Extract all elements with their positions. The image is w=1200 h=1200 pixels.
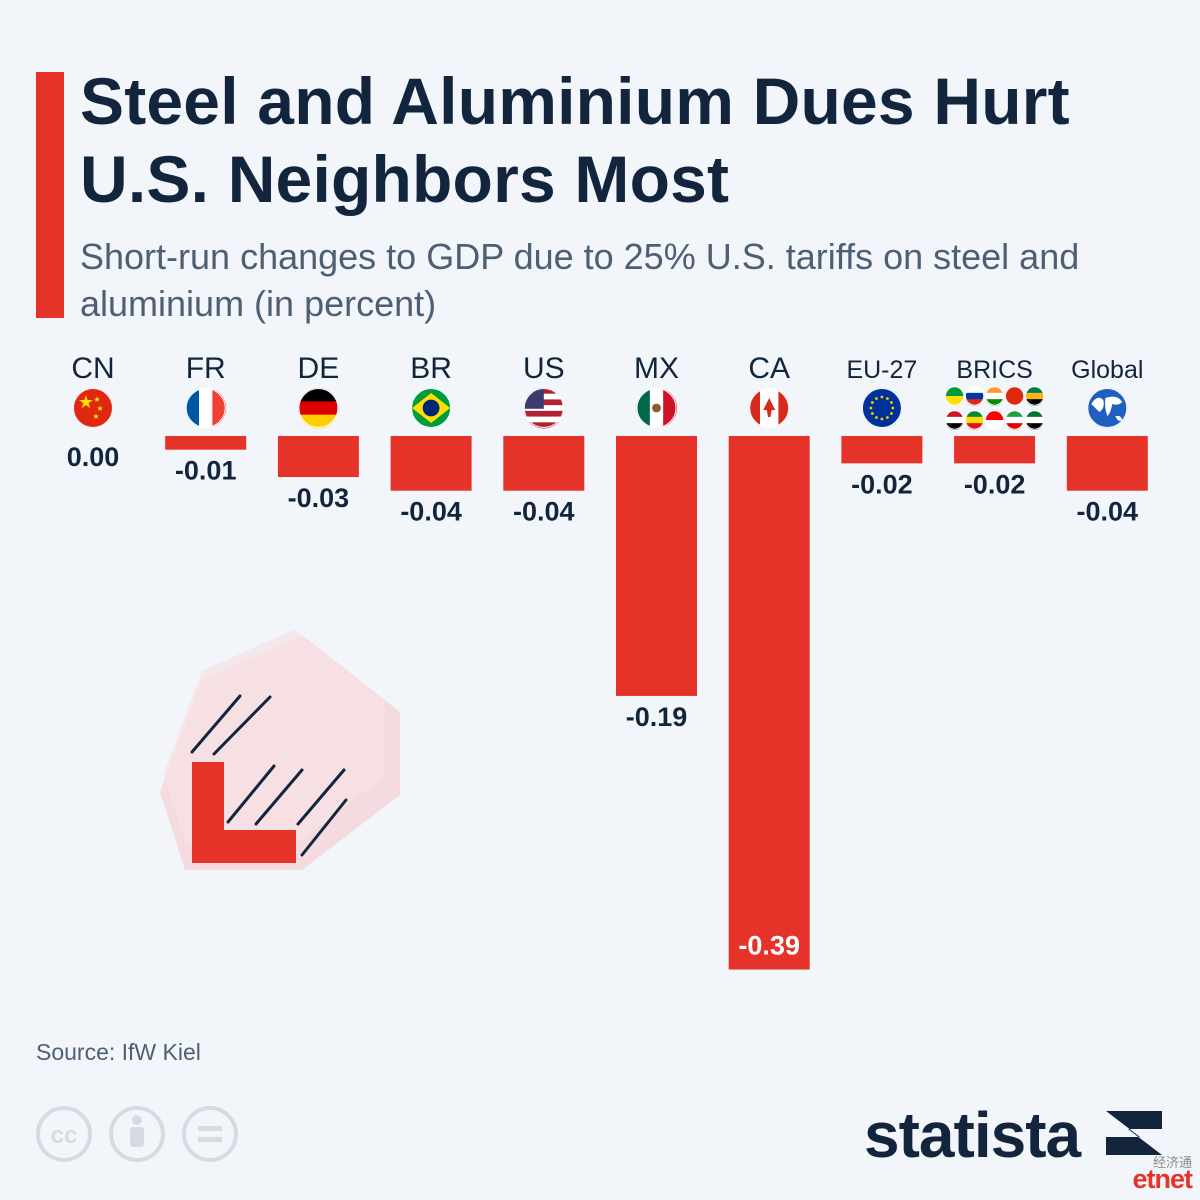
value-label: -0.19 — [626, 702, 688, 732]
category-label: DE — [298, 352, 340, 385]
gdp-change-bar-chart: CN★ ★★★0.00FR-0.01DE-0.03BR-0.04US-0.04MX… — [67, 352, 1148, 970]
bar-group-br: BR -0.04 — [390, 352, 472, 527]
bar — [728, 436, 810, 970]
usa-flag-icon — [523, 388, 564, 429]
svg-text:★: ★ — [78, 392, 94, 413]
germany-flag-icon — [298, 388, 339, 429]
category-label: CN — [71, 352, 114, 385]
bar-group-mx: MX -0.19 — [616, 352, 697, 732]
value-label: -0.04 — [513, 497, 575, 527]
bar-group-fr: FR -0.01 — [165, 352, 247, 486]
bar-group-us: US -0.04 — [503, 352, 585, 527]
bar-group-cn: CN★ ★★★0.00 — [67, 352, 120, 472]
category-label: CA — [748, 352, 790, 385]
value-label: -0.39 — [738, 931, 800, 961]
mexico-flag-icon — [636, 388, 677, 428]
bar — [616, 436, 697, 696]
category-label: BR — [410, 352, 452, 385]
bar — [954, 436, 1036, 464]
value-label: -0.02 — [851, 469, 913, 499]
canada-flag-icon — [749, 388, 790, 428]
brics-flags-icon — [944, 386, 1045, 430]
category-label: EU-27 — [846, 356, 917, 384]
statista-brand[interactable]: statista — [864, 1100, 1164, 1170]
category-label: Global — [1071, 356, 1143, 384]
france-flag-icon — [185, 388, 227, 428]
page-subtitle: Short-run changes to GDP due to 25% U.S.… — [80, 236, 1080, 324]
category-label: BRICS — [956, 356, 1032, 384]
svg-text:cc: cc — [51, 1122, 78, 1149]
bar — [841, 436, 923, 464]
svg-text:★: ★ — [92, 412, 99, 421]
value-label: -0.04 — [1077, 497, 1139, 527]
bar — [390, 436, 472, 491]
no-derivatives-icon — [182, 1106, 238, 1162]
source-note: Source: IfW Kiel — [36, 1039, 201, 1065]
etnet-logo-text: etnet — [1132, 1164, 1193, 1194]
creative-commons-license[interactable]: cc — [36, 1106, 246, 1166]
globe-icon — [1087, 388, 1128, 428]
china-flag-icon: ★ ★★★ — [73, 388, 113, 428]
bar-group-global: Global -0.04 — [1066, 356, 1148, 527]
statista-wordmark: statista — [864, 1099, 1081, 1171]
svg-text:★: ★ — [96, 404, 103, 413]
bar-group-eu-27: EU-27 -0.02 — [841, 356, 923, 499]
bar-group-ca: CA -0.39 — [728, 352, 810, 970]
attribution-icon — [109, 1106, 165, 1162]
bar-group-brics: BRICS -0.02 — [944, 356, 1045, 499]
bar — [1066, 436, 1148, 491]
page-title: Steel and Aluminium Dues Hurt U.S. Neigh… — [80, 64, 1070, 216]
category-label: US — [523, 352, 565, 385]
brazil-flag-icon — [411, 388, 452, 428]
category-label: FR — [186, 352, 226, 385]
bar — [503, 436, 585, 491]
value-label: -0.02 — [964, 469, 1026, 499]
value-label: -0.03 — [288, 483, 350, 513]
svg-text:★: ★ — [93, 395, 100, 404]
steel-beam-illustration — [160, 629, 400, 870]
statista-logo-icon — [1106, 1111, 1162, 1155]
eu-flag-icon — [861, 388, 902, 428]
bar — [277, 436, 359, 478]
category-label: MX — [634, 352, 679, 385]
value-label: -0.01 — [175, 456, 237, 486]
cc-icon: cc — [36, 1106, 92, 1162]
etnet-chinese-text: 经济通 — [1152, 1155, 1192, 1170]
etnet-watermark: 经济通 etnet — [1120, 1152, 1196, 1198]
bar — [165, 436, 247, 450]
value-label: 0.00 — [67, 442, 120, 472]
title-accent-bar — [36, 72, 64, 318]
bar-group-de: DE -0.03 — [277, 352, 359, 513]
value-label: -0.04 — [400, 497, 462, 527]
